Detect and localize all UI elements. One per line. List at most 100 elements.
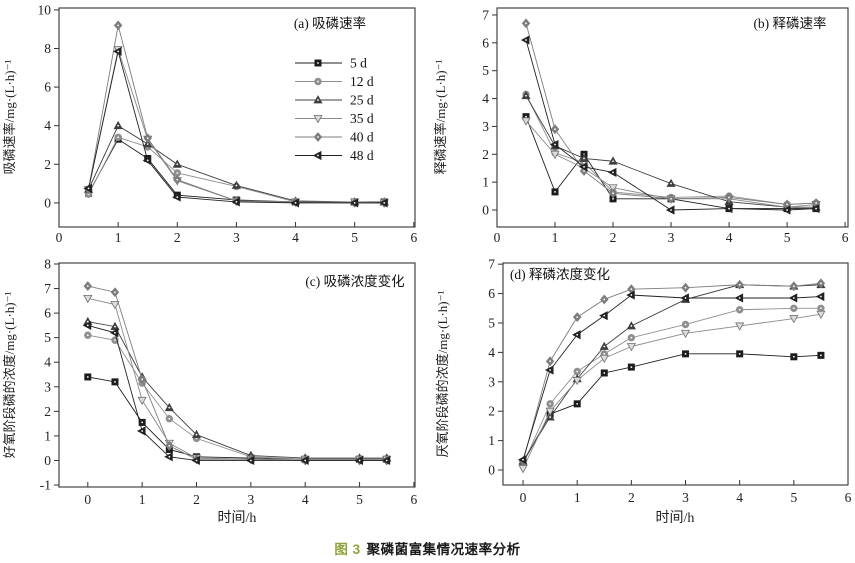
series-40d-markers — [84, 20, 389, 208]
y-tick-label: 1 — [482, 175, 489, 190]
x-tick-label: 0 — [520, 490, 527, 505]
series-25d-line — [522, 284, 821, 462]
legend-marker-icon — [313, 115, 323, 124]
y-tick-label: 7 — [488, 257, 495, 272]
x-tick-label: 2 — [174, 230, 181, 245]
series-35d-line — [87, 297, 387, 460]
y-tick-label: 4 — [482, 91, 489, 106]
figure-caption-number: 图 3 — [334, 542, 361, 557]
series-35d-markers — [83, 294, 392, 465]
x-tick-label: 2 — [628, 490, 635, 505]
x-tick-label: 5 — [356, 492, 363, 507]
y-tick-label: 8 — [44, 41, 51, 56]
series-48d-line — [522, 294, 821, 460]
y-tick-label: 7 — [482, 7, 489, 22]
x-tick-label: 1 — [552, 230, 559, 245]
y-tick-label: 10 — [38, 2, 52, 17]
legend-label: 35 d — [350, 111, 374, 126]
y-tick-label: 6 — [44, 306, 51, 321]
x-tick-label: 4 — [292, 230, 299, 245]
series-48d-line — [525, 39, 817, 211]
series-5d-line — [522, 353, 821, 463]
chart-b-canvas: 0 1 2 3 4 5 6 0 1 2 3 4 5 6 7 释磷速率/mg·(L·h)⁻¹ (b) 释磷速率 — [433, 7, 849, 245]
y-tick-label: 3 — [488, 374, 495, 389]
y-tick-label: 2 — [482, 147, 489, 162]
x-tick-label: 3 — [668, 230, 675, 245]
chart-a-canvas: 0 1 2 3 4 5 6 0 2 4 6 8 10 吸磷速率/mg·(L·h)⁻¹ (a) 吸磷速率 5 d… — [2, 2, 417, 245]
y-axis-label: 好氧阶段磷的浓度/mg·(L·h)⁻¹ — [2, 292, 17, 459]
legend-entry-5d: 5 d — [295, 56, 367, 71]
series-40d-line — [525, 23, 817, 205]
x-tick-label: 4 — [736, 490, 743, 505]
legend-entry-48d: 48 d — [295, 148, 374, 163]
x-tick-label: 0 — [56, 230, 63, 245]
series-35d-line — [525, 120, 817, 208]
series-12d-line — [522, 307, 821, 465]
y-tick-label: 0 — [482, 203, 489, 218]
y-tick-label: 0 — [44, 195, 51, 210]
series-5d-markers — [85, 135, 388, 206]
series-40d-markers — [521, 18, 821, 210]
y-tick-label: 6 — [488, 286, 495, 301]
series-12d-markers — [522, 90, 820, 209]
y-tick-label: 1 — [488, 433, 495, 448]
y-tick-label: 5 — [482, 63, 489, 78]
plot-frame — [496, 7, 849, 228]
x-tick-label: 1 — [115, 230, 122, 245]
series-48d-line — [87, 324, 387, 461]
y-tick-label: 7 — [44, 281, 51, 296]
series-25d-line — [87, 321, 387, 459]
figure-caption-title: 聚磷菌富集情况速率分析 — [366, 542, 521, 557]
x-tick-label: 2 — [610, 230, 617, 245]
series-35d-markers — [518, 310, 826, 474]
subplot-c-uptake-concentration: 0 1 2 3 4 5 6 -1 0 1 2 3 4 5 6 7 8 好氧阶段磷的浓度/mg·(L·h)⁻¹ 时间/… — [0, 250, 427, 535]
series-40d-line — [87, 285, 387, 461]
series-12d-markers — [84, 331, 391, 463]
series-5d-line — [87, 376, 387, 460]
chart-d-canvas: 0 1 2 3 4 5 6 0 1 2 3 4 5 6 7 厌氧阶段磷的浓度/mg·(L·h)⁻¹ 时间/h (d… — [435, 257, 852, 526]
figure-caption: 图 3 聚磷菌富集情况速率分析 — [0, 538, 855, 558]
y-axis-label: 释磷速率/mg·(L·h)⁻¹ — [433, 60, 448, 175]
legend-label: 12 d — [350, 74, 374, 89]
series-40d-markers — [518, 278, 826, 467]
y-tick-label: 2 — [44, 157, 51, 172]
y-tick-label: -1 — [40, 478, 51, 493]
y-tick-label: 0 — [488, 463, 495, 478]
series-48d-markers — [82, 320, 391, 466]
series-48d-line — [88, 51, 385, 204]
series-25d-line — [525, 95, 817, 208]
y-axis-label: 厌氧阶段磷的浓度/mg·(L·h)⁻¹ — [435, 291, 450, 458]
x-tick-label: 0 — [494, 230, 501, 245]
y-tick-label: 2 — [44, 404, 51, 419]
legend-entry-35d: 35 d — [295, 111, 374, 126]
legend-entry-25d: 25 d — [295, 93, 374, 108]
x-tick-label: 1 — [139, 492, 146, 507]
legend-label: 48 d — [350, 148, 374, 163]
x-tick-label: 3 — [247, 492, 254, 507]
legend-entry-40d: 40 d — [295, 130, 374, 145]
x-axis-label: 时间/h — [656, 510, 695, 526]
y-tick-label: 6 — [482, 35, 489, 50]
x-tick-label: 3 — [233, 230, 240, 245]
series-12d-line — [88, 136, 385, 203]
series-48d-markers — [517, 290, 825, 465]
x-tick-label: 0 — [84, 492, 91, 507]
x-tick-label: 6 — [411, 492, 418, 507]
subplot-b-release-rate: 0 1 2 3 4 5 6 0 1 2 3 4 5 6 7 释磷速率/mg·(L·h)⁻¹ (b) 释磷速率 — [427, 0, 855, 250]
legend-label: 5 d — [350, 56, 367, 71]
subplot-d-release-concentration: 0 1 2 3 4 5 6 0 1 2 3 4 5 6 7 厌氧阶段磷的浓度/mg·(L·h)⁻¹ 时间/h (d… — [427, 250, 855, 535]
y-tick-label: 4 — [488, 345, 495, 360]
y-tick-label: 3 — [482, 119, 489, 134]
x-tick-label: 6 — [845, 490, 852, 505]
series-40d-line — [88, 25, 385, 204]
series-12d-markers — [84, 133, 388, 206]
x-axis-label: 时间/h — [218, 510, 257, 526]
x-tick-label: 6 — [842, 230, 849, 245]
subplot-a-uptake-rate: 0 1 2 3 4 5 6 0 2 4 6 8 10 吸磷速率/mg·(L·h)⁻¹ (a) 吸磷速率 5 d… — [0, 0, 427, 250]
panel-title: (c) 吸磷浓度变化 — [305, 274, 404, 289]
y-tick-label: 0 — [44, 453, 51, 468]
x-tick-label: 5 — [790, 490, 797, 505]
x-tick-label: 4 — [302, 492, 309, 507]
y-tick-label: 6 — [44, 80, 51, 95]
